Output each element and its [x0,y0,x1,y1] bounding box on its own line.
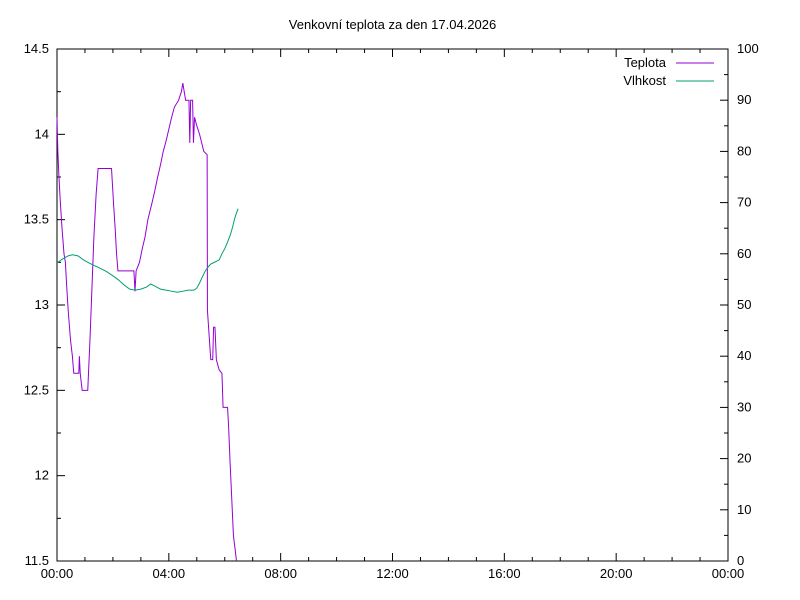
y-right-tick-label: 40 [737,348,751,363]
plot-border [56,48,729,562]
y-right-tick-label: 90 [737,92,751,107]
y-right-tick-label: 20 [737,451,751,466]
y-right-tick-label: 50 [737,297,751,312]
x-tick-label: 08:00 [264,566,297,581]
y-left-tick-label: 11.5 [25,553,49,568]
y-left-tick-label: 13 [35,297,49,312]
humidity-line [56,208,239,293]
y-left-tick-label: 14.5 [24,41,49,56]
legend-label-teplota: Teplota [624,55,667,70]
y-left-tick-label: 12 [35,468,49,483]
x-tick-label: 00:00 [41,566,74,581]
y-right-tick-label: 70 [737,195,751,210]
y-right-tick-label: 60 [737,246,751,261]
legend-label-vlhkost: Vlhkost [623,73,666,88]
chart-title: Venkovní teplota za den 17.04.2026 [288,17,497,32]
y-right-tick-label: 0 [737,553,744,568]
y-left-tick-label: 12.5 [24,382,49,397]
y-right-tick-label: 30 [737,399,751,414]
y-right-tick-label: 10 [737,502,751,517]
y-right-tick-label: 80 [737,143,751,158]
x-tick-label: 20:00 [600,566,633,581]
x-tick-label: 16:00 [488,566,521,581]
x-tick-label: 04:00 [153,566,186,581]
x-tick-label: 00:00 [712,566,745,581]
y-right-tick-label: 100 [737,41,759,56]
y-left-tick-label: 14 [35,126,49,141]
y-left-tick-label: 13.5 [24,212,49,227]
x-tick-label: 12:00 [376,566,409,581]
temperature-line [56,83,237,562]
